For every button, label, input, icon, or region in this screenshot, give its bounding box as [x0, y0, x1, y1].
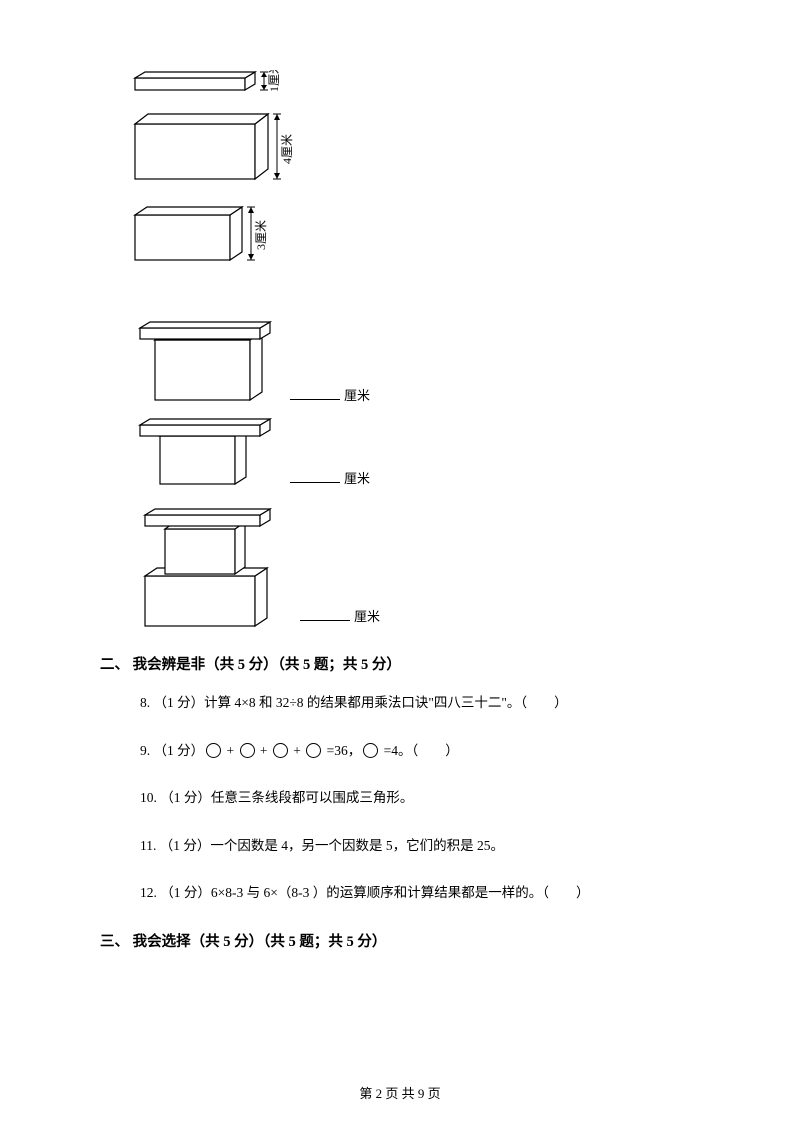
page-content: 1厘米 4厘米: [0, 0, 800, 951]
question-9: 9. （1 分） + + + =36， =4。（ ）: [140, 740, 700, 762]
circle-icon: [273, 743, 288, 758]
question-11: 11. （1 分）一个因数是 4，另一个因数是 5，它们的积是 25。: [140, 835, 700, 857]
question-10: 10. （1 分）任意三条线段都可以围成三角形。: [140, 787, 700, 809]
fig-c-svg: [130, 501, 290, 631]
q9-suffix: =4。（ ）: [380, 743, 459, 758]
fig-b-row: 厘米: [130, 418, 700, 493]
q9-plus2: +: [257, 743, 271, 758]
fig-b-answer: 厘米: [286, 468, 370, 493]
blank-a[interactable]: [290, 386, 340, 400]
fig-c-answer: 厘米: [296, 606, 380, 631]
fig-a-svg: [130, 320, 280, 410]
question-8: 8. （1 分）计算 4×8 和 32÷8 的结果都用乘法口诀"四八三十二"。（…: [140, 692, 700, 714]
reference-figures: 1厘米 4厘米: [130, 70, 700, 310]
q9-plus1: +: [223, 743, 237, 758]
ref-label-3: 3厘米: [254, 220, 268, 250]
q9-prefix: 9. （1 分）: [140, 743, 204, 758]
page-footer: 第 2 页 共 9 页: [0, 1083, 800, 1102]
circle-icon: [363, 743, 378, 758]
fig-c-row: 厘米: [130, 501, 700, 631]
q9-eq: =36，: [323, 743, 361, 758]
section-2-title: 二、 我会辨是非（共 5 分）（共 5 题；共 5 分）: [100, 653, 700, 674]
fig-b-svg: [130, 418, 280, 493]
section-3-title: 三、 我会选择（共 5 分）（共 5 题；共 5 分）: [100, 930, 700, 951]
circle-icon: [306, 743, 321, 758]
blank-c[interactable]: [300, 607, 350, 621]
fig-a-row: 厘米: [130, 320, 700, 410]
ref-boxes-svg: 1厘米 4厘米: [130, 70, 300, 310]
circle-icon: [206, 743, 221, 758]
question-figures: 厘米 厘米: [130, 320, 700, 631]
q9-plus3: +: [290, 743, 304, 758]
fig-a-answer: 厘米: [286, 385, 370, 410]
circle-icon: [240, 743, 255, 758]
ref-label-2: 4厘米: [280, 134, 294, 164]
question-12: 12. （1 分）6×8-3 与 6×（8-3 ）的运算顺序和计算结果都是一样的…: [140, 882, 700, 904]
ref-label-1: 1厘米: [267, 70, 281, 92]
blank-b[interactable]: [290, 469, 340, 483]
